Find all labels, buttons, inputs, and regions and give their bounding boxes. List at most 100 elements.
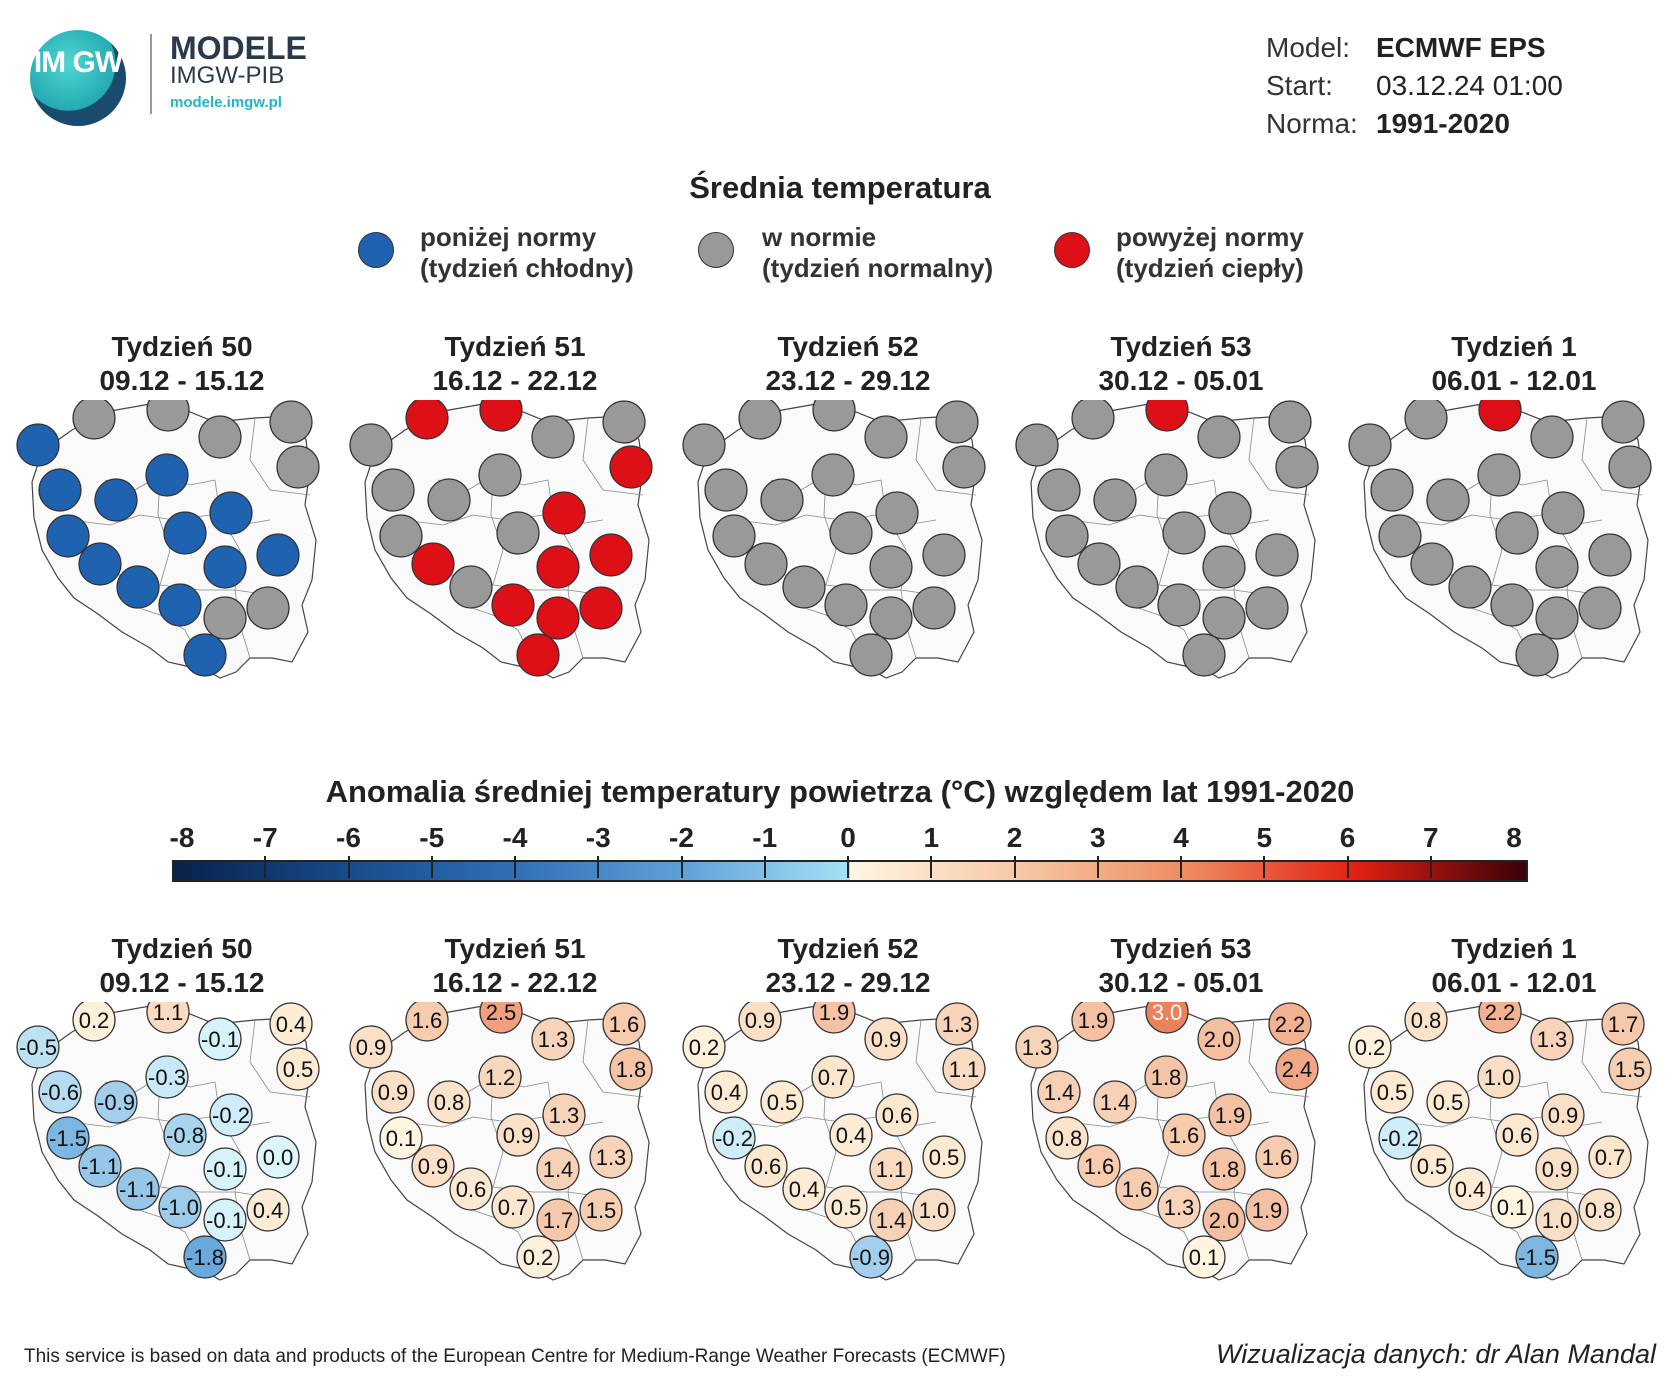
anomaly-marker: [849, 1235, 893, 1279]
anomaly-value: 0.4: [711, 1080, 742, 1105]
anomaly-marker: [1093, 1080, 1137, 1124]
station-marker-below: [256, 533, 300, 577]
anomaly-value: 0.8: [434, 1090, 465, 1115]
anomaly-marker: [379, 1116, 423, 1160]
anomaly-marker: [72, 1002, 116, 1042]
brand-url[interactable]: modele.imgw.pl: [170, 94, 282, 111]
anomaly-marker: [864, 1017, 908, 1061]
anomaly-value: 0.5: [831, 1195, 862, 1220]
scale-label: -8: [169, 822, 195, 853]
anomaly-value: 1.2: [485, 1065, 516, 1090]
anomaly-marker: [449, 1167, 493, 1211]
anomaly-value: 1.4: [1100, 1090, 1131, 1115]
anomaly-marker: [1208, 1093, 1252, 1137]
anomaly-value: 0.1: [1189, 1245, 1220, 1270]
station-marker-normal: [869, 545, 913, 589]
week-name: Tydzień 52: [777, 331, 919, 362]
voivodeship-border: [249, 1019, 311, 1098]
station-marker-normal: [449, 565, 493, 609]
week-header-3: Tydzień 53 30.12 - 05.01: [1041, 330, 1321, 398]
anomaly-marker: [1530, 1017, 1574, 1061]
anomaly-value: 1.9: [819, 1002, 850, 1025]
anomaly-marker: [942, 1047, 986, 1091]
week-header-b-4: Tydzień 1 06.01 - 12.01: [1374, 932, 1654, 1000]
anomaly-marker: [256, 1135, 300, 1179]
anomaly-marker: [811, 1055, 855, 1099]
anomaly-value: 1.9: [1078, 1008, 1109, 1033]
station-marker-normal: [1275, 445, 1319, 489]
week-name: Tydzień 50: [111, 933, 253, 964]
station-marker-above: [542, 491, 586, 535]
station-marker-normal: [829, 511, 873, 555]
anomaly-value: 1.6: [412, 1008, 443, 1033]
station-marker-normal: [146, 400, 190, 432]
station-marker-normal: [1535, 545, 1579, 589]
week-dates: 30.12 - 05.01: [1098, 967, 1264, 998]
week-name: Tydzień 51: [444, 933, 586, 964]
station-marker-normal: [269, 400, 313, 444]
norma-value: 1991-2020: [1376, 108, 1510, 139]
scale-label: -5: [419, 822, 445, 853]
anomaly-marker: [1348, 1025, 1392, 1069]
scale-label: -6: [336, 822, 361, 853]
week-name: Tydzień 1: [1451, 933, 1577, 964]
voivodeship-border: [249, 417, 311, 496]
anomaly-value: 1.9: [1252, 1198, 1283, 1223]
anomaly-marker: [579, 1188, 623, 1232]
anomaly-value: -0.1: [206, 1208, 244, 1233]
anomaly-value: 0.5: [283, 1057, 314, 1082]
legend-below-line1: poniżej normy: [420, 222, 597, 252]
anomaly-value: 1.3: [1164, 1195, 1195, 1220]
station-marker-normal: [875, 491, 919, 535]
anomaly-value: 2.0: [1209, 1208, 1240, 1233]
start-label: Start:: [1266, 70, 1333, 101]
legend-below-icon: [358, 232, 394, 268]
anomaly-value: 1.3: [942, 1012, 973, 1037]
station-marker-above: [405, 400, 449, 440]
legend-normal-icon: [698, 232, 734, 268]
anomaly-value: 0.4: [253, 1198, 284, 1223]
anomaly-value: 3.0: [1152, 1002, 1183, 1025]
station-marker-normal: [1370, 468, 1414, 512]
anomaly-marker: [1477, 1055, 1521, 1099]
scale-label: -4: [502, 822, 528, 853]
scale-tick: [1180, 856, 1182, 878]
station-marker-below: [94, 478, 138, 522]
station-marker-below: [163, 511, 207, 555]
logo-text: IM GW: [33, 46, 123, 79]
imgw-logo: IM GW: [30, 30, 126, 126]
week-header-b-1: Tydzień 51 16.12 - 22.12: [375, 932, 655, 1000]
anomaly-value: 1.8: [1209, 1157, 1240, 1182]
anomaly-marker: [1541, 1093, 1585, 1137]
scale-tick: [930, 856, 933, 878]
anomaly-marker: [1608, 1047, 1652, 1091]
station-marker-normal: [349, 423, 393, 467]
anomaly-value: 1.0: [919, 1198, 950, 1223]
legend-above-line1: powyżej normy: [1116, 222, 1304, 252]
station-marker-normal: [1202, 545, 1246, 589]
scale-tick: [1013, 856, 1016, 878]
station-marker-normal: [1588, 533, 1632, 577]
station-marker-below: [78, 542, 122, 586]
station-marker-normal: [602, 400, 646, 444]
anomaly-marker: [869, 1198, 913, 1242]
station-marker-normal: [1426, 478, 1470, 522]
anomaly-marker: [209, 1093, 253, 1137]
scale-label: -2: [669, 822, 694, 853]
anomaly-marker: [609, 1047, 653, 1091]
week-name: Tydzień 53: [1110, 933, 1252, 964]
station-marker-normal: [849, 633, 893, 677]
station-marker-normal: [1378, 514, 1422, 558]
anomaly-value: 1.3: [596, 1145, 627, 1170]
week-dates: 09.12 - 15.12: [99, 365, 265, 396]
week-name: Tydzień 52: [777, 933, 919, 964]
anomaly-marker: [269, 1002, 313, 1046]
anomaly-value: 1.4: [876, 1208, 907, 1233]
anomaly-marker: [1115, 1167, 1159, 1211]
anomaly-marker: [46, 1116, 90, 1160]
anomaly-value: 1.3: [1537, 1027, 1568, 1052]
anomaly-value: -0.2: [212, 1103, 250, 1128]
legend-below: poniżej normy (tydzień chłodny): [420, 222, 634, 284]
scale-tick: [1346, 856, 1349, 878]
anomaly-value: 0.5: [1417, 1154, 1448, 1179]
